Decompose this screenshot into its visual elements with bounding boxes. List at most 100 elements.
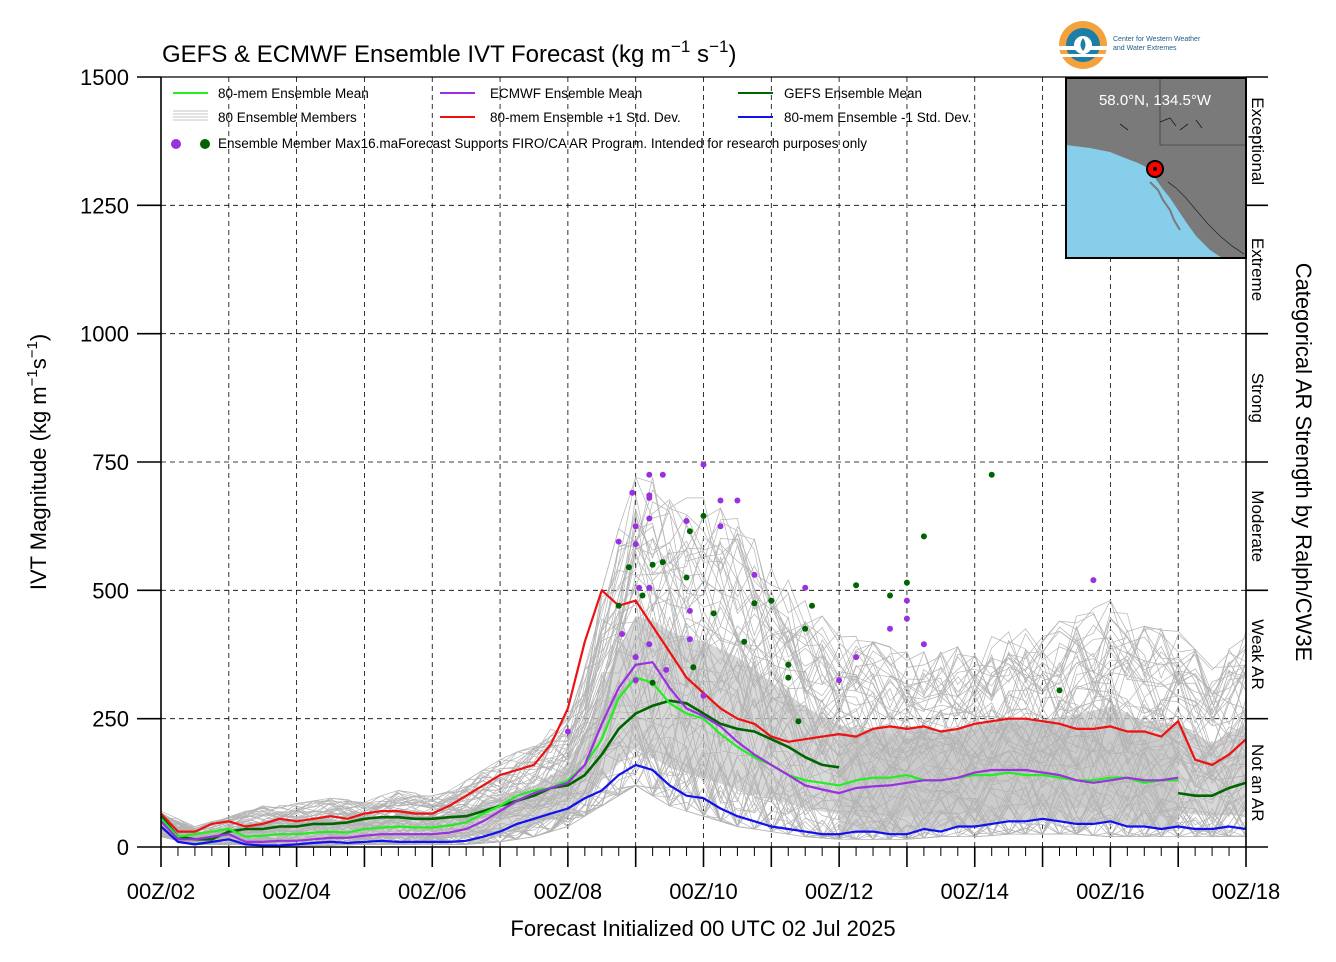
ecmwf-max-point <box>636 584 643 591</box>
legend-label: 80 Ensemble Members <box>218 110 357 125</box>
right-axis-label: Categorical AR Strength by Ralph/CW3E <box>1291 263 1316 662</box>
series-line <box>160 763 1247 847</box>
gefs-max-point <box>768 597 775 604</box>
chart-title: GEFS & ECMWF Ensemble IVT Forecast (kg m… <box>162 37 736 68</box>
ensemble-member-line <box>160 581 1247 834</box>
ensemble-member-line <box>160 538 1247 833</box>
legend-swatch-members <box>173 110 208 121</box>
category-label: Extreme <box>1248 238 1267 301</box>
ensemble-member-line <box>160 649 1247 842</box>
ecmwf-max-point <box>632 523 639 530</box>
ensemble-member-line <box>160 716 1247 844</box>
ecmwf-max-point <box>802 584 809 591</box>
ecmwf-max-point <box>646 641 653 648</box>
gefs-max-point <box>649 561 656 568</box>
ecmwf-max-point <box>619 631 626 637</box>
gefs-max-point <box>710 610 717 617</box>
x-tick-label: 00Z/16 <box>1076 879 1145 904</box>
ecmwf-max-point <box>920 641 927 648</box>
ecmwf-max-point <box>564 728 571 735</box>
gefs-max-point <box>802 625 809 632</box>
legend-note: Ensemble Member Max16.maForecast Support… <box>218 136 867 151</box>
ensemble-member-line <box>160 537 1247 835</box>
legend-label: 80-mem Ensemble -1 Std. Dev. <box>784 110 971 125</box>
ecmwf-max-point <box>887 625 893 632</box>
ecmwf-max-point <box>734 497 741 504</box>
x-tick-label: 00Z/18 <box>1212 879 1281 904</box>
ensemble-member-line <box>160 616 1247 836</box>
gefs-max-point <box>615 602 622 609</box>
gefs-max-point <box>887 592 893 599</box>
gefs-max-point <box>686 528 693 535</box>
ensemble-member-line <box>160 725 1247 847</box>
ecmwf-max-point <box>903 615 910 622</box>
ensemble-member-line <box>160 737 1247 847</box>
legend: 80-mem Ensemble Mean ECMWF Ensemble Mean… <box>171 86 971 151</box>
ecmwf-max-point <box>632 654 639 661</box>
x-axis-label: Forecast Initialized 00 UTC 02 Jul 2025 <box>510 916 895 941</box>
y-axis-label: IVT Magnitude (kg m−1s−1) <box>24 334 51 590</box>
y-tick-label: 750 <box>92 450 129 475</box>
gefs-max-point <box>809 602 815 609</box>
gefs-max-point <box>795 718 802 725</box>
ecmwf-max-point <box>1090 577 1097 584</box>
ecmwf-max-point <box>659 471 666 478</box>
gefs-max-point <box>690 664 697 671</box>
gefs-max-point <box>659 559 666 566</box>
ecmwf-max-point <box>686 607 693 614</box>
legend-label: GEFS Ensemble Mean <box>784 86 922 101</box>
y-tick-label: 1000 <box>80 322 129 347</box>
gefs-max-point <box>920 533 927 540</box>
logo-text-line1: Center for Western Weather <box>1113 36 1201 43</box>
x-tick-label: 00Z/12 <box>805 879 874 904</box>
ecmwf-max-point <box>717 497 724 504</box>
series-line <box>160 661 1179 843</box>
gefs-max-point <box>903 579 910 586</box>
ecmwf-max-point <box>903 597 910 604</box>
ensemble-member-line <box>160 536 1247 834</box>
ensemble-member-line <box>160 646 1247 839</box>
ecmwf-max-point <box>700 692 707 699</box>
ecmwf-max-point <box>683 518 690 524</box>
ecmwf-max-point <box>836 677 843 684</box>
y-tick-label: 250 <box>92 707 129 732</box>
gefs-max-point <box>649 679 656 686</box>
ensemble-member-line <box>160 476 1247 830</box>
ecmwf-max-point <box>686 636 693 643</box>
location-marker-center <box>1153 167 1157 171</box>
y-tick-label: 1500 <box>80 65 129 90</box>
ecmwf-max-point <box>646 584 653 591</box>
logo-text-line2: and Water Extremes <box>1113 45 1177 52</box>
x-tick-label: 00Z/02 <box>127 879 196 904</box>
x-tick-label: 00Z/04 <box>262 879 331 904</box>
inset-map: 58.0°N, 134.5°W <box>1065 77 1247 259</box>
gefs-max-point <box>1056 687 1063 694</box>
legend-marker-gefs-max <box>200 139 210 149</box>
ecmwf-max-point <box>646 515 653 522</box>
y-tick-label: 1250 <box>80 193 129 218</box>
gefs-max-point <box>700 512 707 519</box>
ensemble-member-line <box>160 646 1247 839</box>
ecmwf-max-point <box>646 471 653 478</box>
x-tick-label: 00Z/10 <box>669 879 738 904</box>
series-line <box>160 676 1179 838</box>
y-tick-label: 0 <box>117 835 129 860</box>
ecmwf-max-point <box>646 494 653 501</box>
gefs-max-point <box>853 582 860 589</box>
series-line <box>1178 781 1247 797</box>
ecmwf-max-point <box>615 538 622 545</box>
gefs-max-point <box>625 564 632 571</box>
category-label: Strong <box>1248 373 1267 423</box>
legend-label: 80-mem Ensemble +1 Std. Dev. <box>490 110 681 125</box>
ecmwf-max-point <box>663 666 670 673</box>
legend-label: 80-mem Ensemble Mean <box>218 86 369 101</box>
ensemble-member-line <box>160 476 1247 831</box>
inset-location-label: 58.0°N, 134.5°W <box>1099 92 1212 109</box>
ensemble-member-line <box>160 500 1247 830</box>
ensemble-member-line <box>160 680 1247 843</box>
ecmwf-max-point <box>853 654 860 661</box>
gefs-max-point <box>741 638 748 645</box>
ecmwf-max-point <box>751 571 758 578</box>
legend-marker-ecmwf-max <box>171 139 181 149</box>
gefs-max-point <box>683 574 690 581</box>
